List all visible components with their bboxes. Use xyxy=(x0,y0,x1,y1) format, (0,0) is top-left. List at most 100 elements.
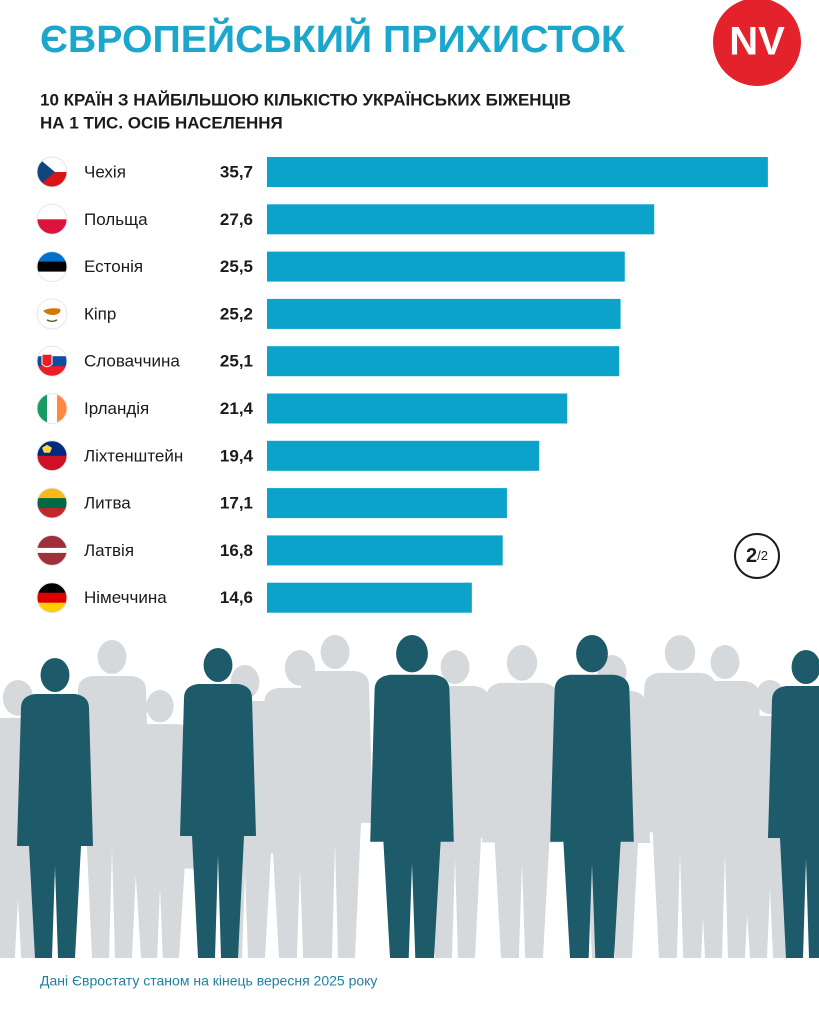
flag-border xyxy=(36,251,68,283)
flag-border xyxy=(36,156,68,188)
bar xyxy=(267,393,568,424)
bar xyxy=(267,298,621,329)
flag-fill xyxy=(37,298,67,329)
flag-fill xyxy=(37,582,67,613)
flag-part xyxy=(37,592,67,604)
flag-part xyxy=(37,251,67,263)
value-label: 25,1 xyxy=(220,352,253,371)
bar xyxy=(267,204,655,235)
person-head xyxy=(440,650,470,684)
flag-part xyxy=(37,547,67,553)
flag xyxy=(36,393,68,424)
person xyxy=(482,645,562,958)
person-body xyxy=(17,694,93,958)
flag-fill xyxy=(37,440,67,471)
value-label: 25,5 xyxy=(220,257,253,276)
person-body xyxy=(768,686,819,958)
category-label: Ірландія xyxy=(84,399,149,418)
person-body xyxy=(180,684,256,958)
flag-border xyxy=(36,582,68,614)
person-head xyxy=(40,658,70,692)
flag-part xyxy=(37,157,55,187)
person-body xyxy=(297,671,373,958)
logo-circle xyxy=(713,0,801,86)
category-label: Литва xyxy=(84,494,131,513)
value-label: 25,2 xyxy=(220,304,253,323)
person xyxy=(370,635,454,958)
flag-part xyxy=(37,602,67,613)
category-label: Словаччина xyxy=(84,352,180,371)
person-head xyxy=(791,650,819,684)
person xyxy=(768,650,819,958)
flag-border xyxy=(36,345,68,377)
flag-part xyxy=(37,261,67,273)
flag-part xyxy=(47,393,57,424)
flag-part xyxy=(37,508,67,519)
category-label: Латвія xyxy=(84,541,134,560)
flag-border xyxy=(36,487,68,519)
flag-part xyxy=(46,319,58,323)
category-label: Німеччина xyxy=(84,588,167,607)
category-label: Ліхтенштейн xyxy=(84,446,183,465)
value-label: 16,8 xyxy=(220,541,253,560)
flag-part xyxy=(37,440,67,457)
flag-border xyxy=(36,393,68,424)
flag-part xyxy=(37,498,67,509)
person-head xyxy=(203,648,233,682)
person-head xyxy=(710,645,740,679)
value-label: 14,6 xyxy=(220,588,253,607)
person-head xyxy=(576,635,608,673)
flag-fill xyxy=(37,204,67,235)
flag-fill xyxy=(37,535,67,566)
person-body xyxy=(123,724,197,958)
flag xyxy=(36,298,68,330)
flag-part xyxy=(37,219,67,235)
person-head xyxy=(396,635,428,673)
flag-part xyxy=(37,393,47,424)
flag-part xyxy=(37,488,67,499)
bar xyxy=(267,488,507,519)
flag-part xyxy=(41,353,53,368)
bar xyxy=(267,535,503,566)
flag-fill xyxy=(37,346,67,377)
category-label: Польща xyxy=(84,210,148,229)
flag-part xyxy=(37,271,67,282)
person-head xyxy=(506,645,538,681)
value-label: 19,4 xyxy=(220,446,254,465)
flag-fill xyxy=(37,251,67,282)
category-label: Естонія xyxy=(84,257,143,276)
person xyxy=(17,658,93,958)
person-body xyxy=(550,674,634,958)
value-label: 17,1 xyxy=(220,494,253,513)
category-label: Чехія xyxy=(84,162,126,181)
flag-fill xyxy=(37,157,67,187)
person xyxy=(550,635,634,958)
value-label: 21,4 xyxy=(220,399,254,418)
person-head xyxy=(97,640,127,674)
person xyxy=(180,648,256,958)
flag-part xyxy=(57,393,67,424)
person-body xyxy=(370,674,454,958)
flag-border xyxy=(36,440,68,472)
bar xyxy=(267,157,768,187)
category-label: Кіпр xyxy=(84,304,116,323)
bar xyxy=(267,582,472,613)
flag-part xyxy=(37,582,67,594)
flag-part xyxy=(37,204,67,220)
flag xyxy=(36,487,68,519)
flag xyxy=(36,251,68,283)
source-note: Дані Євростату станом на кінець вересня … xyxy=(40,973,377,989)
flag xyxy=(36,534,68,566)
flag-fill xyxy=(37,393,67,424)
flag-border xyxy=(36,298,68,330)
page-indicator: 2/2 xyxy=(746,545,768,567)
flag-border xyxy=(36,534,68,566)
person xyxy=(297,635,373,958)
flag-part xyxy=(42,444,52,453)
logo: NV xyxy=(729,20,785,64)
person xyxy=(123,690,197,958)
page-title: ЄВРОПЕЙСЬКИЙ ПРИХИСТОК xyxy=(40,16,626,61)
person-body xyxy=(482,682,562,958)
